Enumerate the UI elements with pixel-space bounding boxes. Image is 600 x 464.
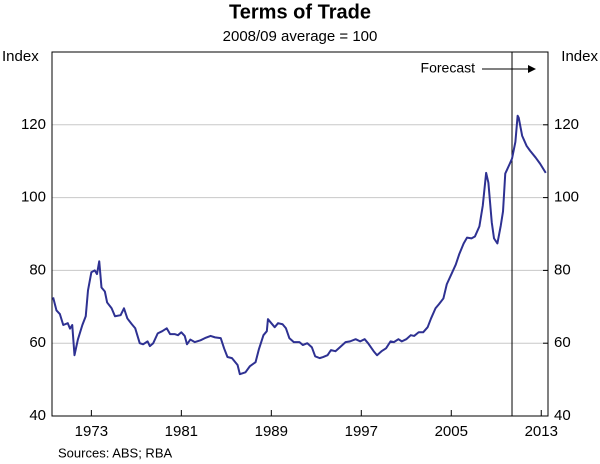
source-note: Sources: ABS; RBA	[58, 445, 172, 460]
x-tick-label: 1981	[165, 423, 198, 440]
data-line	[52, 114, 547, 376]
y2-axis-label: Index	[561, 48, 598, 65]
y2-tick-label: 60	[554, 334, 571, 351]
y-tick-label: 40	[29, 407, 46, 424]
y-tick-label: 80	[29, 261, 46, 278]
y2-tick-label: 120	[554, 116, 579, 133]
y2-tick-label: 100	[554, 189, 579, 206]
x-tick-label: 1997	[345, 423, 378, 440]
chart-subtitle: 2008/09 average = 100	[223, 28, 378, 45]
plot-frame	[51, 51, 549, 417]
x-tick-label: 1973	[75, 423, 108, 440]
x-tick-label: 2013	[525, 423, 558, 440]
y-axis-label: Index	[2, 48, 39, 65]
forecast-arrowhead	[528, 65, 536, 73]
forecast-label: Forecast	[421, 60, 476, 76]
chart-title: Terms of Trade	[229, 1, 371, 23]
y-tick-label: 60	[29, 334, 46, 351]
y-tick-label: 120	[21, 116, 46, 133]
x-tick-label: 2005	[435, 423, 468, 440]
x-tick-label: 1989	[255, 423, 288, 440]
y2-tick-label: 80	[554, 261, 571, 278]
y-tick-label: 100	[21, 189, 46, 206]
y2-tick-label: 40	[554, 407, 571, 424]
